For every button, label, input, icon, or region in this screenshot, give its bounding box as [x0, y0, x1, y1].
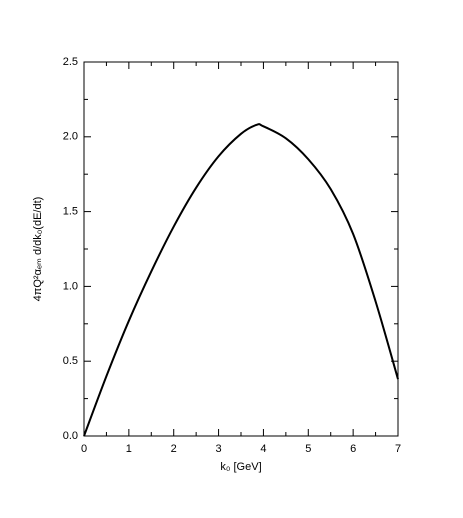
x-axis-label: k₀ [GeV] — [220, 461, 261, 473]
y-tick-label: 0.0 — [63, 430, 78, 442]
y-tick-label: 1.0 — [63, 280, 78, 292]
y-tick-label: 1.5 — [63, 206, 78, 218]
x-tick-label: 7 — [395, 443, 401, 455]
plot-frame — [83, 61, 399, 437]
x-tick-label: 1 — [126, 443, 132, 455]
x-tick-label: 6 — [350, 443, 356, 455]
data-line — [83, 123, 399, 437]
y-tick-label: 2.5 — [63, 56, 78, 68]
x-tick-label: 2 — [171, 443, 177, 455]
y-tick-label: 0.5 — [63, 355, 78, 367]
x-tick-label: 3 — [216, 443, 222, 455]
y-axis-label: 4πQ²αₑₘ d/dk₀(dE/dt) — [32, 197, 44, 302]
x-tick-label: 0 — [81, 443, 87, 455]
x-tick-label: 5 — [305, 443, 311, 455]
y-tick-label: 2.0 — [63, 131, 78, 143]
x-tick-label: 4 — [260, 443, 266, 455]
